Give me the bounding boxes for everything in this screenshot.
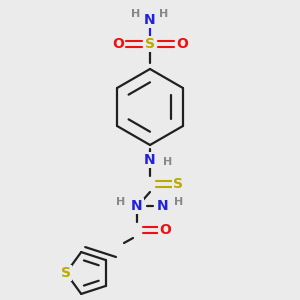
Text: O: O xyxy=(112,37,124,51)
Text: N: N xyxy=(157,199,169,213)
Text: N: N xyxy=(144,153,156,167)
Text: H: H xyxy=(116,197,126,207)
Text: S: S xyxy=(173,177,183,191)
Text: N: N xyxy=(144,13,156,27)
Text: O: O xyxy=(176,37,188,51)
Text: H: H xyxy=(159,9,169,19)
Text: S: S xyxy=(61,266,71,280)
Text: H: H xyxy=(131,9,141,19)
Text: H: H xyxy=(174,197,184,207)
Text: N: N xyxy=(131,199,143,213)
Text: S: S xyxy=(145,37,155,51)
Text: H: H xyxy=(164,157,172,167)
Text: O: O xyxy=(159,223,171,237)
